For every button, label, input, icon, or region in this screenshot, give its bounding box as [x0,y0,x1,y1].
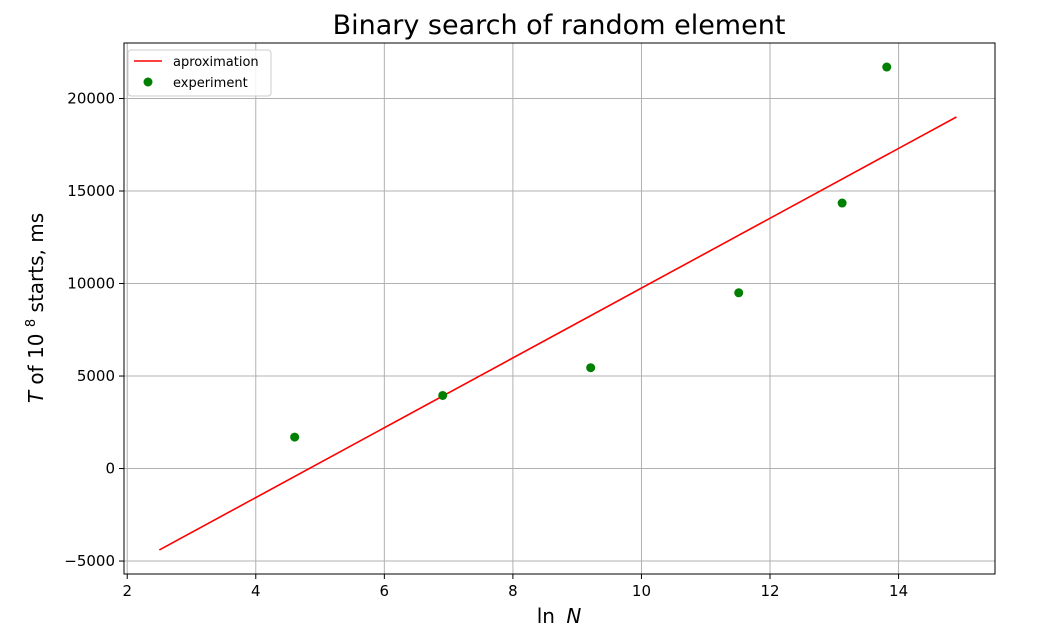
x-axis-label: ln N [537,604,582,628]
x-tick-label: 10 [632,582,651,600]
x-tick-label: 8 [508,582,518,600]
legend-box [127,49,272,97]
tick-layer: 2 4 6 8 10 12 14 −5000 0 5000 10000 15000 20000 [64,90,908,600]
series-layer [158,62,957,551]
y-tick-label: −5000 [64,552,115,570]
x-tick-label: 2 [122,582,132,600]
series-line-aproximation [158,116,957,551]
data-point-experiment [882,62,892,72]
y-axis-label: T of 10 8 starts, ms [16,213,48,403]
chart-title: Binary search of random element [333,10,786,41]
y-tick-label: 20000 [67,90,115,108]
legend-label-aproximation: aproximation [173,55,259,70]
x-tick-label: 14 [889,582,908,600]
x-tick-label: 6 [380,582,390,600]
data-point-experiment [734,288,744,298]
x-tick-label: 4 [251,582,261,600]
x-axis-label-variable: N [566,604,581,628]
y-axis-label-middle: of 10 [24,333,48,384]
y-tick-label: 5000 [77,367,115,385]
y-tick-label: 0 [105,460,115,478]
data-point-experiment [438,390,448,400]
data-point-experiment [837,198,847,208]
x-tick-label: 12 [760,582,779,600]
data-point-experiment [290,432,300,442]
plot-frame [123,42,996,575]
y-axis-label-variable: T [24,389,48,403]
legend: aproximation experiment [127,49,272,97]
grid-layer [124,43,995,574]
legend-marker-swatch [143,77,153,87]
y-tick-label: 15000 [67,182,115,200]
y-axis-label-suffix: starts, ms [24,213,48,313]
data-point-experiment [586,363,596,373]
y-axis-label-superscript: 8 [24,319,39,327]
y-tick-label: 10000 [67,275,115,293]
legend-label-experiment: experiment [173,76,248,91]
x-axis-label-prefix: ln [537,604,555,628]
